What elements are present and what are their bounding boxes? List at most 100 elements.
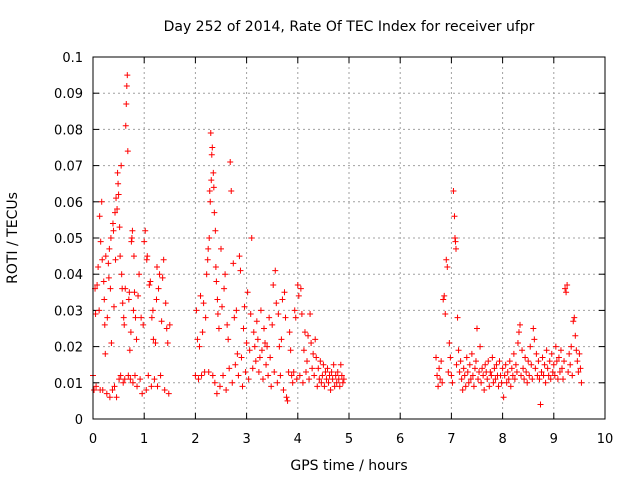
- data-point: [331, 383, 338, 390]
- data-point: [117, 253, 124, 260]
- data-point: [313, 354, 320, 361]
- data-point: [491, 365, 498, 372]
- data-point: [95, 263, 102, 270]
- data-point: [105, 274, 112, 281]
- data-point: [245, 376, 252, 383]
- data-point: [337, 361, 344, 368]
- data-point: [455, 347, 462, 354]
- data-point: [212, 227, 219, 234]
- data-point: [467, 376, 474, 383]
- data-point: [207, 130, 214, 137]
- chart-title: Day 252 of 2014, Rate Of TEC Index for r…: [164, 19, 535, 35]
- data-point: [564, 282, 571, 289]
- data-point: [91, 387, 98, 394]
- y-tick-label: 0.05: [54, 232, 83, 247]
- data-point: [298, 311, 305, 318]
- data-point: [466, 361, 473, 368]
- data-point: [518, 372, 525, 379]
- data-point: [524, 379, 531, 386]
- data-point: [296, 372, 303, 379]
- x-tick-label: 7: [447, 432, 455, 447]
- data-point: [507, 383, 514, 390]
- grid: [93, 57, 605, 419]
- data-point: [142, 227, 149, 234]
- data-point: [461, 372, 468, 379]
- data-point: [445, 368, 452, 375]
- data-point: [239, 383, 246, 390]
- data-point: [336, 383, 343, 390]
- data-point: [316, 376, 323, 383]
- data-point: [124, 148, 131, 155]
- data-point: [129, 227, 136, 234]
- data-point: [110, 227, 117, 234]
- data-point: [273, 300, 280, 307]
- data-point: [285, 368, 292, 375]
- y-tick-label: 0.03: [54, 304, 83, 319]
- data-point: [259, 376, 266, 383]
- data-point: [571, 314, 578, 321]
- data-point: [495, 383, 502, 390]
- data-point: [443, 256, 450, 263]
- data-point: [116, 376, 123, 383]
- data-point: [283, 394, 290, 401]
- data-point: [124, 72, 131, 79]
- data-point: [154, 263, 160, 270]
- data-point: [293, 376, 300, 383]
- y-tick-label: 0.04: [54, 268, 83, 283]
- data-point: [251, 343, 258, 350]
- data-point: [114, 206, 121, 213]
- x-axis-label: GPS time / hours: [290, 458, 407, 474]
- data-point: [533, 350, 540, 357]
- data-point: [297, 285, 304, 292]
- data-point: [463, 354, 470, 361]
- data-point: [441, 292, 448, 299]
- data-point: [264, 343, 271, 350]
- data-point: [205, 368, 212, 375]
- data-point: [136, 271, 143, 278]
- x-tick-label: 2: [191, 432, 199, 447]
- data-point: [442, 311, 449, 318]
- data-point: [459, 387, 466, 394]
- data-point: [453, 361, 460, 368]
- data-point: [290, 368, 297, 375]
- data-point: [123, 101, 130, 108]
- data-point: [250, 329, 257, 336]
- data-point: [450, 187, 457, 194]
- data-point: [252, 358, 259, 365]
- data-point: [139, 390, 146, 397]
- data-point: [508, 365, 515, 372]
- data-point: [282, 314, 289, 321]
- y-tick-label: 0.06: [54, 196, 83, 211]
- data-point: [575, 368, 582, 375]
- data-point: [97, 238, 104, 245]
- data-point: [271, 368, 278, 375]
- data-point: [258, 347, 265, 354]
- data-point: [202, 314, 209, 321]
- data-point: [541, 361, 548, 368]
- data-point: [96, 307, 103, 314]
- data-point: [464, 368, 471, 375]
- data-point: [262, 339, 269, 346]
- data-point: [295, 292, 302, 299]
- data-point: [338, 372, 345, 379]
- data-point: [145, 372, 152, 379]
- data-point: [131, 372, 138, 379]
- data-point: [127, 376, 134, 383]
- data-point: [557, 347, 564, 354]
- data-point: [519, 347, 526, 354]
- data-point: [224, 321, 231, 328]
- data-point: [106, 394, 113, 401]
- data-point: [523, 368, 530, 375]
- y-axis-ticks: 0 0.01 0.02 0.03 0.04 0.05 0.06 0.07 0.08 0.09 0.1: [54, 51, 605, 428]
- data-point: [281, 289, 288, 296]
- y-tick-label: 0.02: [54, 341, 83, 356]
- data-point: [197, 292, 204, 299]
- data-point: [120, 379, 127, 386]
- data-point: [562, 285, 569, 292]
- data-point: [563, 289, 570, 296]
- data-point: [162, 300, 169, 307]
- data-point: [309, 365, 316, 372]
- data-point: [287, 347, 294, 354]
- data-point: [123, 82, 130, 89]
- data-point: [129, 379, 136, 386]
